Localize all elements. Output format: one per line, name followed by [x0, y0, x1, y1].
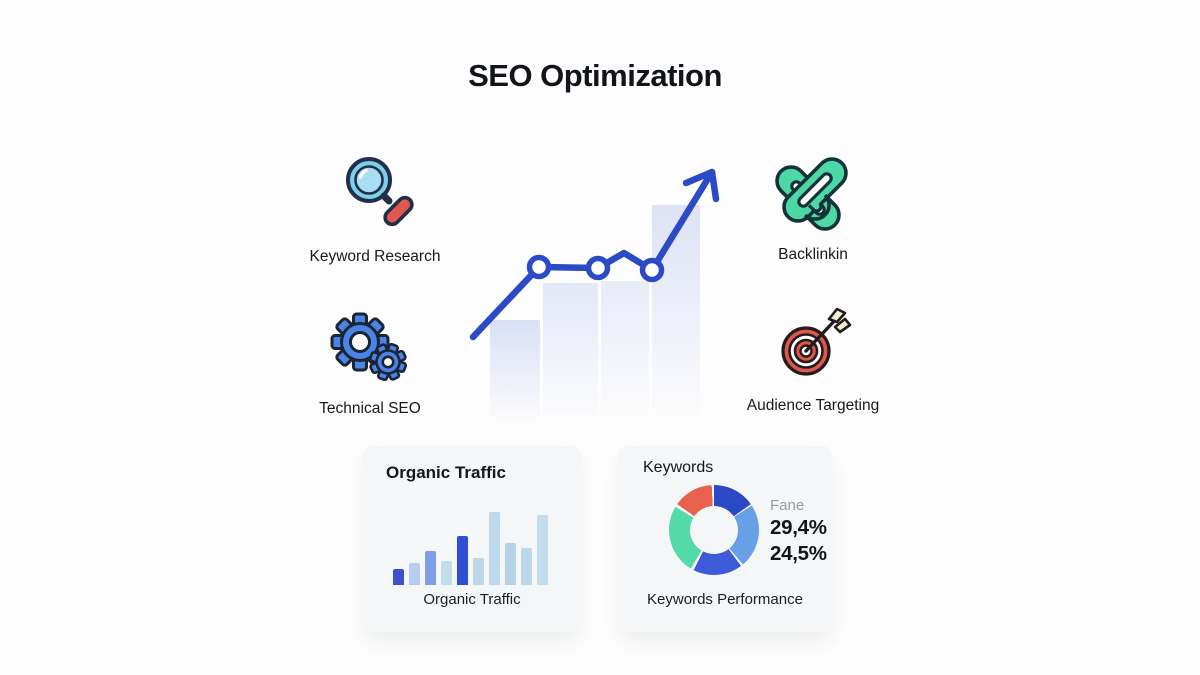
donut-hole — [690, 506, 738, 554]
legend-label: Fane — [770, 497, 805, 514]
bar — [441, 561, 452, 585]
bar — [489, 512, 500, 585]
bar — [409, 563, 420, 585]
small-gear — [368, 342, 408, 382]
growth-trend-chart — [469, 168, 720, 425]
keywords-donut-chart — [669, 485, 759, 575]
feature-keyword-research: Keyword Research — [292, 152, 458, 266]
magnifier-icon — [346, 157, 414, 227]
page-title: SEO Optimization — [468, 58, 722, 93]
bar — [473, 558, 484, 585]
feature-technical-seo: Technical SEO — [287, 304, 453, 418]
organic-traffic-card: Organic Traffic Organic Traffic — [363, 446, 581, 632]
card-caption: Organic Traffic — [423, 591, 521, 608]
feature-label: Audience Targeting — [746, 397, 880, 414]
bar — [505, 543, 516, 585]
arrowhead-icon — [682, 168, 720, 203]
card-caption: Keywords Performance — [647, 591, 803, 608]
organic-traffic-bar-chart — [393, 510, 548, 585]
trend-line — [469, 168, 716, 341]
card-title: Keywords — [643, 459, 714, 476]
bar — [521, 548, 532, 585]
bar — [425, 551, 436, 585]
target-icon — [781, 307, 852, 376]
donut-legend: Fane 29,4% 24,5% — [770, 498, 827, 564]
feature-audience-targeting: Audience Targeting — [729, 301, 897, 415]
trend-area-bands — [490, 205, 700, 425]
feature-label: Keyword Research — [309, 248, 441, 265]
feature-backlinking: Backlinkin — [730, 146, 896, 264]
legend-value-1: 29,4% — [770, 516, 827, 539]
card-title: Organic Traffic — [386, 463, 506, 482]
bar — [457, 536, 468, 585]
feature-label: Technical SEO — [319, 400, 421, 417]
keywords-card: Keywords Fane 29,4% 24,5% Keywords Perfo… — [618, 446, 832, 632]
trend-markers — [526, 254, 665, 283]
backlink-chain-icon — [775, 157, 848, 231]
bar — [393, 569, 404, 585]
gears-icon — [330, 312, 408, 382]
feature-label: Backlinkin — [778, 246, 848, 263]
legend-value-2: 24,5% — [770, 541, 827, 565]
bar — [537, 515, 548, 585]
